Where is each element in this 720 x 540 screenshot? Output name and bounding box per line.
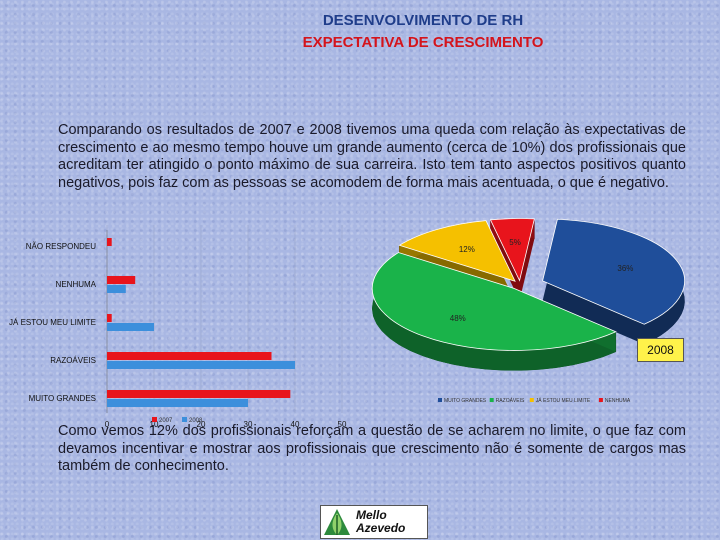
conclusion-paragraph: Como vemos 12% dos profissionais reforça… — [58, 423, 686, 474]
pie-legend-label: NENHUMA — [605, 398, 631, 404]
bar-mark-2008 — [107, 399, 248, 407]
bar-category-label: RAZOÁVEIS — [50, 356, 96, 365]
pie-legend-label: RAZOÁVEIS — [496, 397, 525, 404]
bar-category-label: NÃO RESPONDEU — [26, 242, 96, 251]
bar-category-label: MUITO GRANDES — [29, 394, 96, 403]
pie-legend: MUITO GRANDES RAZOÁVEIS JÁ ESTOU MEU LIMIT… — [438, 397, 631, 404]
pie-slice — [542, 218, 685, 325]
pie-value-label: 36% — [617, 264, 633, 273]
bar-tick-label: 30 — [244, 420, 253, 429]
bar-tick-label: 0 — [105, 420, 110, 429]
company-logo: Mello Azevedo — [320, 505, 428, 539]
pie-value-label: 5% — [509, 238, 521, 247]
bar-tick-label: 50 — [338, 420, 347, 429]
bar-chart: 0 10 20 30 40 50 NÃO RESPONDEU NENHUMA JÁ ESTOU … — [9, 225, 347, 429]
bar-mark-2007 — [107, 276, 136, 284]
bar-mark-2008 — [107, 285, 126, 293]
bar-tick-label: 10 — [150, 420, 159, 429]
pie-slice — [371, 252, 617, 351]
bar-legend-swatch — [152, 417, 157, 422]
bar-tick-label: 20 — [197, 420, 206, 429]
bar-mark-2008 — [107, 361, 295, 369]
bar-legend-swatch — [182, 417, 187, 422]
bar-mark-2007 — [107, 352, 272, 360]
pie-slice — [489, 218, 535, 282]
pie-legend-swatch — [598, 398, 603, 402]
pie-value-label: 12% — [459, 245, 475, 254]
bar-mark-2007 — [107, 390, 291, 398]
page-title: DESENVOLVIMENTO DE RH — [322, 12, 524, 29]
bar-legend-label: 2007 — [159, 418, 173, 424]
pie-legend-swatch — [438, 398, 442, 402]
pie-legend-swatch — [489, 398, 494, 402]
bar-category-label: JÁ ESTOU MEU LIMITE — [9, 318, 96, 327]
bar-mark-2007 — [107, 238, 112, 246]
logo-word-2: Azevedo — [356, 521, 406, 535]
logo-wordmark: Mello Azevedo — [356, 509, 405, 535]
pie-legend-swatch — [529, 398, 534, 402]
pie-value-label: 48% — [450, 314, 466, 323]
bar-mark-2008 — [107, 323, 154, 331]
leaf-logo-icon — [324, 509, 350, 535]
bar-legend-label: 2008 — [189, 418, 203, 424]
pie-legend-label: MUITO GRANDES — [444, 398, 487, 404]
bar-mark-2007 — [107, 314, 112, 322]
pie-slice — [398, 220, 516, 282]
year-badge: 2008 — [637, 338, 684, 362]
pie-chart: 36% 48% 12% 5% — [371, 218, 685, 371]
pie-legend-label: JÁ ESTOU MEU LIMITE — [536, 397, 591, 404]
bar-tick-label: 40 — [291, 420, 300, 429]
logo-word-1: Mello — [356, 508, 387, 522]
intro-paragraph: Comparando os resultados de 2007 e 2008 … — [58, 122, 686, 191]
page-subtitle: EXPECTATIVA DE CRESCIMENTO — [302, 34, 544, 51]
bar-category-label: NENHUMA — [56, 280, 97, 289]
